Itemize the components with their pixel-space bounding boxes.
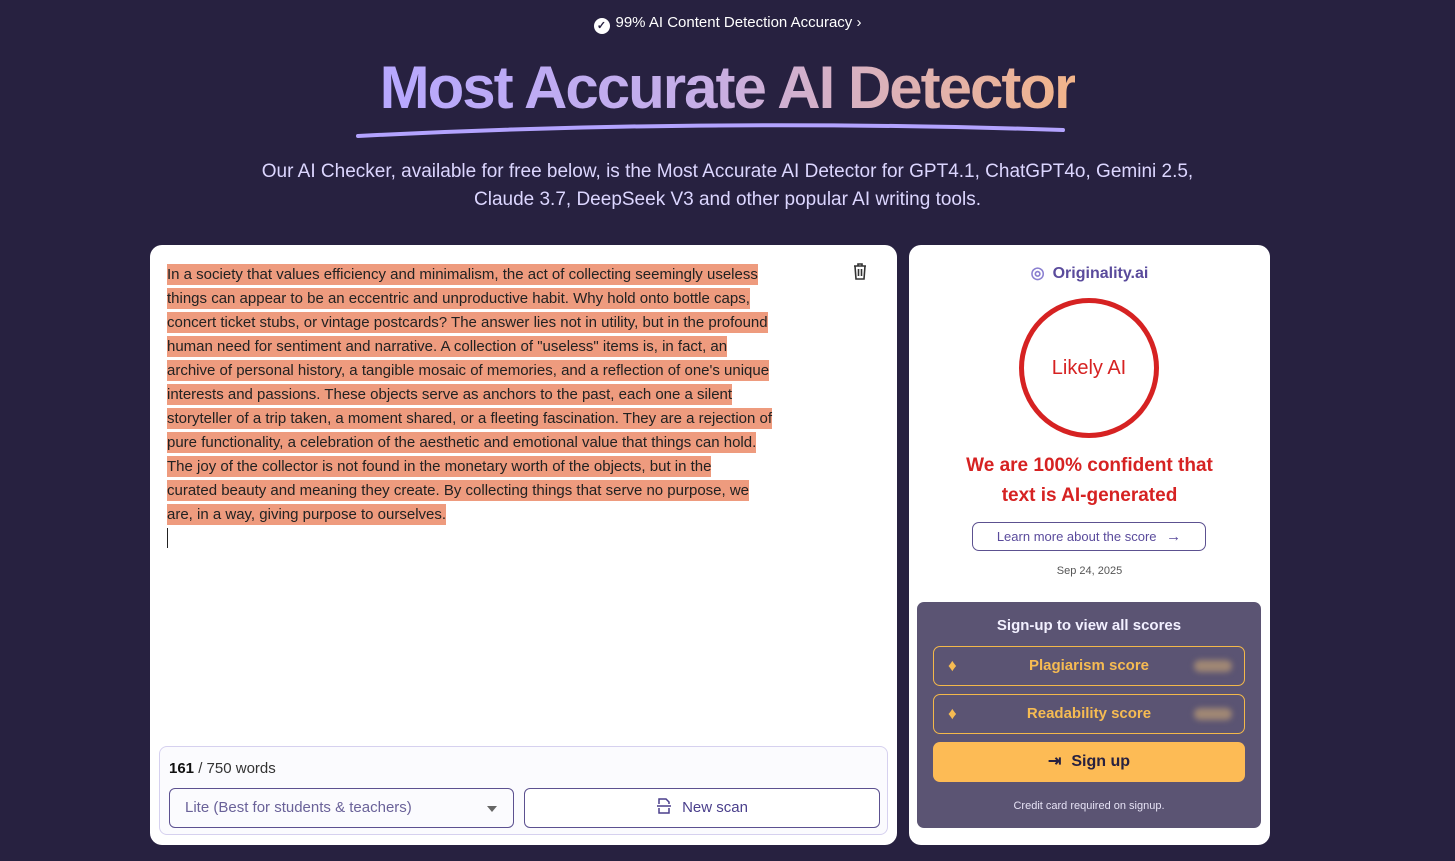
scan-controls: 161 / 750 words Lite (Best for students … [159, 746, 888, 835]
arrow-right-icon: → [1166, 528, 1182, 545]
title-underline [356, 123, 1065, 138]
verified-check-icon: ✓ [593, 18, 610, 34]
text-line: The joy of the collector is not found in… [167, 456, 712, 477]
chevron-right-icon: › [856, 14, 862, 31]
text-line: In a society that values efficiency and … [167, 264, 758, 285]
text-line: storyteller of a trip taken, a moment sh… [167, 408, 773, 429]
page-subtitle: Our AI Checker, available for free below… [261, 161, 1194, 210]
accuracy-badge[interactable]: ✓ 99% AI Content Detection Accuracy › [0, 14, 1455, 34]
credit-note: Credit card required on signup. [1013, 800, 1165, 812]
brand-logo: ◎ Originality.ai [1030, 265, 1149, 282]
word-count: 161 / 750 words [169, 760, 276, 777]
text-line: human need for sentiment and narrative. … [167, 336, 728, 357]
scan-icon [657, 798, 672, 814]
trash-icon[interactable] [850, 261, 870, 281]
learn-more-button[interactable]: Learn more about the score → [972, 522, 1206, 551]
gem-icon: ♦ [948, 656, 957, 675]
signup-box: Sign-up to view all scores ♦ Plagiarism s… [917, 602, 1261, 828]
text-line: are, in a way, giving purpose to ourselv… [167, 504, 447, 525]
text-line: curated beauty and meaning they create. … [167, 480, 750, 501]
text-caret [167, 528, 168, 548]
text-line: archive of personal history, a tangible … [167, 360, 770, 381]
brain-icon: ◎ [1030, 265, 1045, 282]
text-line: things can appear to be an eccentric and… [167, 288, 750, 309]
signup-title: Sign-up to view all scores [996, 617, 1182, 634]
page-title: Most Accurate AI Detector [379, 54, 1078, 121]
gem-icon: ♦ [948, 704, 957, 723]
login-icon: ⇥ [1047, 753, 1062, 770]
verdict-ring: Likely AI [1019, 298, 1159, 438]
scan-date: Sep 24, 2025 [1056, 565, 1123, 577]
text-line: pure functionality, a celebration of the… [167, 432, 757, 453]
text-line: concert ticket stubs, or vintage postcar… [167, 312, 768, 333]
verdict-label: Likely AI [1051, 357, 1127, 379]
blurred-score [1194, 660, 1232, 672]
text-line: interests and passions. These objects se… [167, 384, 733, 405]
sign-up-button[interactable]: ⇥ Sign up [933, 742, 1245, 782]
badge-text: 99% AI Content Detection Accuracy [615, 14, 853, 31]
blurred-score [1194, 708, 1232, 720]
caret-down-icon [487, 806, 497, 817]
plagiarism-score[interactable]: ♦ Plagiarism score [933, 646, 1245, 686]
text-editor[interactable]: In a society that values efficiency and … [150, 245, 897, 845]
model-select[interactable]: Lite (Best for students & teachers) [169, 788, 514, 828]
confidence-text: We are 100% confident that text is AI-gen… [966, 455, 1213, 506]
result-panel: ◎ Originality.ai Likely AI We are 100% co… [909, 245, 1270, 845]
input-text[interactable]: In a society that values efficiency and … [167, 263, 827, 527]
new-scan-button[interactable]: New scan [524, 788, 880, 828]
readability-score[interactable]: ♦ Readability score [933, 694, 1245, 734]
